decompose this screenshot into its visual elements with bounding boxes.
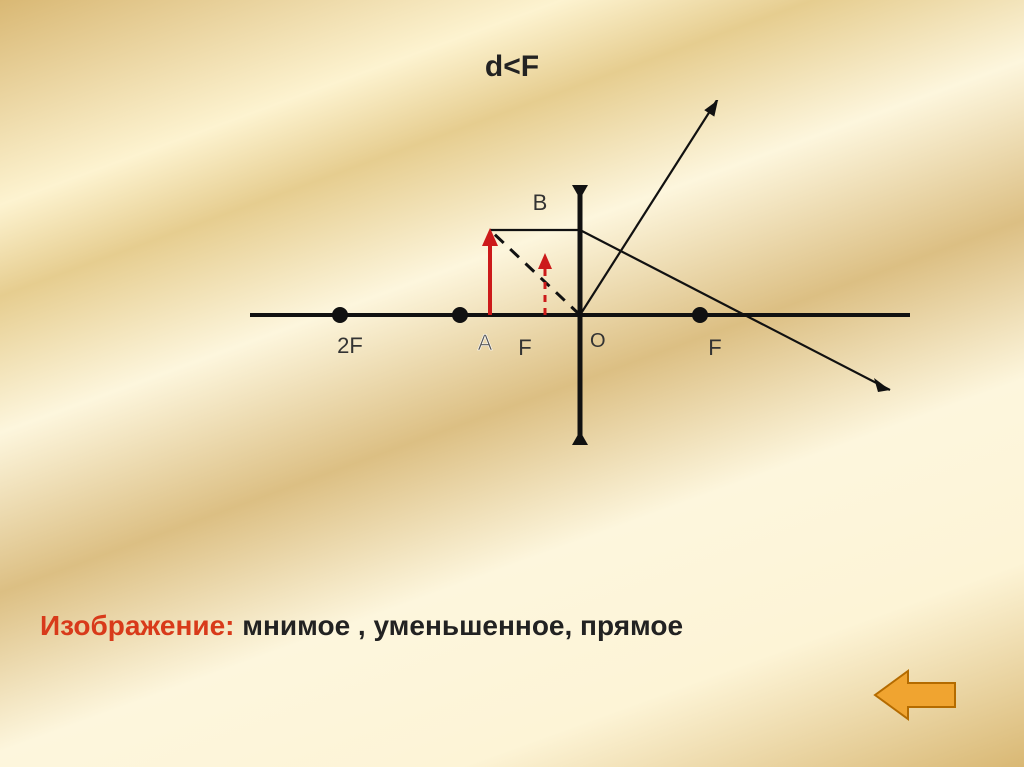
arrow-left-icon	[875, 671, 955, 719]
lens-tip-bottom	[572, 431, 588, 445]
label-F-right: F	[708, 335, 721, 360]
point-F-left	[452, 307, 468, 323]
nav-back-button[interactable]	[870, 665, 960, 725]
point-F-right	[692, 307, 708, 323]
label-O: O	[590, 330, 606, 352]
ray-parallel-arrowhead	[874, 378, 890, 392]
slide-title: d<F	[0, 50, 1024, 84]
point-2F-left	[332, 307, 348, 323]
ray-center-dashed	[490, 230, 580, 315]
optics-diagram: 2F A F O F B	[210, 100, 910, 460]
slide: d<F 2F A F O F	[0, 0, 1024, 767]
caption-rest: мнимое , уменьшенное, прямое	[235, 610, 684, 641]
caption-lead: Изображение:	[40, 610, 235, 641]
ray-center-solid	[580, 100, 740, 315]
ray-parallel-seg2	[580, 230, 890, 390]
image-arrow-head	[538, 253, 552, 269]
label-B: B	[533, 190, 548, 215]
lens-tip-top	[572, 185, 588, 199]
label-2F: 2F	[337, 333, 363, 358]
label-F-left: F	[518, 335, 531, 360]
label-A: A	[478, 330, 493, 355]
image-caption: Изображение: мнимое , уменьшенное, прямо…	[40, 610, 683, 642]
